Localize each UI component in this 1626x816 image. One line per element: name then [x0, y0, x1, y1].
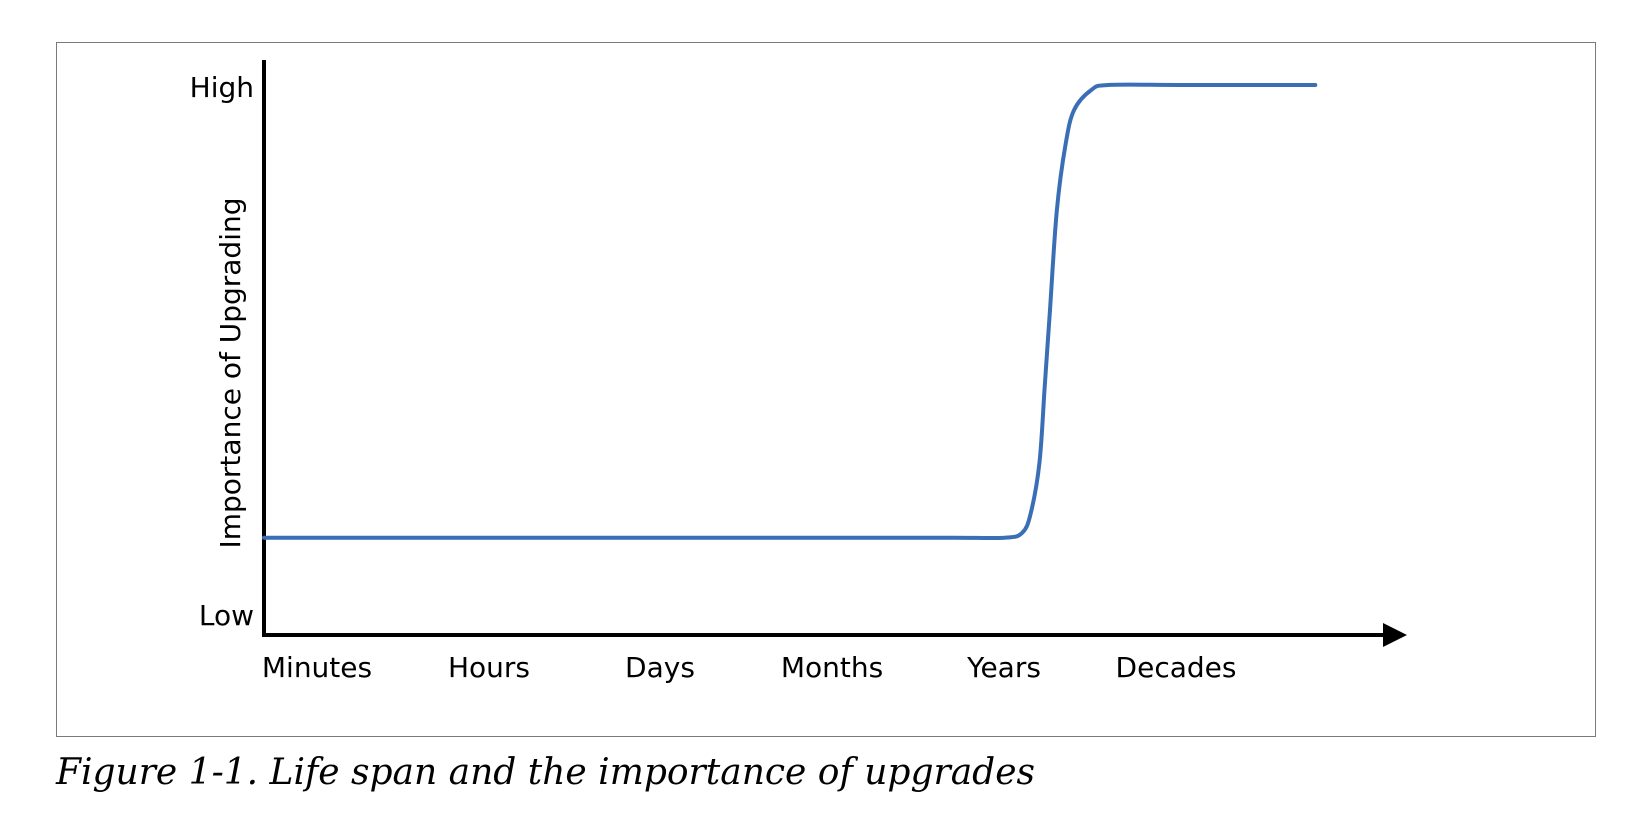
- axes: [262, 60, 1407, 647]
- series-line-0: [262, 82, 1318, 541]
- y-axis-title: Importance of Upgrading: [214, 197, 247, 548]
- series-layer: [262, 82, 1318, 541]
- x-tick-label: Months: [781, 651, 883, 684]
- x-tick-label: Decades: [1116, 651, 1237, 684]
- x-tick-label: Days: [625, 651, 695, 684]
- tick-labels: Minutes Hours Days Months Years Decades Low Hig…: [190, 71, 1237, 684]
- chart-svg: Minutes Hours Days Months Years Decades Low Hig…: [190, 60, 1407, 684]
- x-tick-label: Hours: [448, 651, 530, 684]
- figure-caption: Figure 1-1. Life span and the importance…: [56, 752, 1035, 793]
- chart-frame: Minutes Hours Days Months Years Decades Low Hig…: [56, 42, 1596, 737]
- x-tick-label: Minutes: [262, 651, 372, 684]
- y-tick-label: Low: [199, 599, 254, 632]
- x-tick-label: Years: [966, 651, 1041, 684]
- y-tick-label: High: [190, 71, 254, 104]
- x-axis-arrow-icon: [1383, 623, 1407, 647]
